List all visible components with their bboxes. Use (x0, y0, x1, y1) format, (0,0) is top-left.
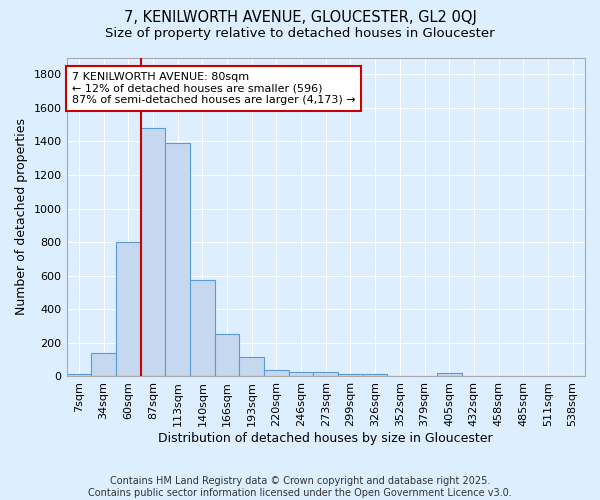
Bar (289, 372, 313, 376)
Text: 7 KENILWORTH AVENUE: 80sqm
← 12% of detached houses are smaller (596)
87% of sem: 7 KENILWORTH AVENUE: 80sqm ← 12% of deta… (72, 72, 355, 105)
Bar (67, 374, 91, 376)
Bar (437, 374, 461, 376)
Bar (264, 370, 289, 376)
Bar (116, 242, 140, 376)
Bar (239, 357, 264, 376)
Text: Contains HM Land Registry data © Crown copyright and database right 2025.
Contai: Contains HM Land Registry data © Crown c… (88, 476, 512, 498)
Bar (190, 280, 215, 376)
Bar (363, 374, 388, 376)
Bar (215, 334, 239, 376)
Bar (165, 143, 190, 376)
X-axis label: Distribution of detached houses by size in Gloucester: Distribution of detached houses by size … (158, 432, 493, 445)
Bar (91, 353, 116, 376)
Text: 7, KENILWORTH AVENUE, GLOUCESTER, GL2 0QJ: 7, KENILWORTH AVENUE, GLOUCESTER, GL2 0Q… (124, 10, 476, 25)
Bar (313, 372, 338, 376)
Bar (140, 128, 165, 376)
Bar (338, 374, 363, 376)
Text: Size of property relative to detached houses in Gloucester: Size of property relative to detached ho… (105, 28, 495, 40)
Y-axis label: Number of detached properties: Number of detached properties (15, 118, 28, 316)
